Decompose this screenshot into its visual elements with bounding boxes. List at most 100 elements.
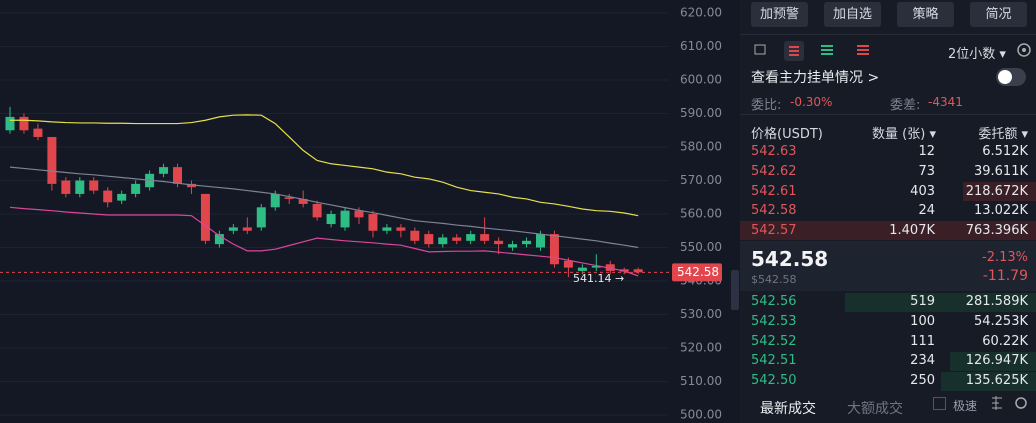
header-text: 数量 (张) <box>872 127 926 142</box>
last-price-tag <box>672 263 722 282</box>
price: 542.61 <box>751 183 797 199</box>
depth-bar <box>963 182 1036 201</box>
candle-body <box>61 180 71 194</box>
quantity: 73 <box>918 163 935 179</box>
candle-body <box>270 193 280 208</box>
candle-body <box>312 203 322 218</box>
ma-line <box>9 206 639 277</box>
quantity: 234 <box>910 353 935 369</box>
amount: 54.253K <box>973 313 1028 329</box>
candle-body <box>228 227 238 231</box>
candle-body <box>452 237 462 241</box>
header[interactable]: 数量 (张) ▾ <box>872 127 936 142</box>
order-panel: 加预警 加自选 策略 简况 2位小数 ▾ 查看主力挂单情况 > 委比: -0.3… <box>740 0 1036 423</box>
candle-body <box>131 183 141 194</box>
mid-usd: $542.58 <box>751 273 797 286</box>
y-tick-label: 570.00 <box>680 173 722 187</box>
tab[interactable]: 大额成交 <box>847 401 903 417</box>
amount: 126.947K <box>965 353 1028 369</box>
candle-body <box>382 227 392 231</box>
price: 542.52 <box>751 333 797 349</box>
price: 542.53 <box>751 313 797 329</box>
icon[interactable] <box>857 45 869 55</box>
amount: 218.672K <box>965 183 1028 199</box>
depth-link[interactable]: 查看主力挂单情况 > <box>751 70 880 86</box>
amount: 135.625K <box>965 373 1028 389</box>
candle-body <box>103 190 113 203</box>
depth-bar <box>950 352 1036 371</box>
depth-bar <box>740 221 1036 240</box>
mid-pct: -2.13% <box>982 250 1028 265</box>
candle-body <box>424 234 434 245</box>
candle-body <box>200 193 210 241</box>
price: 542.62 <box>751 163 797 179</box>
last-price-label: 542.58 <box>677 265 719 279</box>
divider[interactable] <box>731 270 739 310</box>
button[interactable]: 策略 <box>897 2 954 27</box>
view-icons <box>754 41 869 61</box>
settings-icon[interactable] <box>1016 42 1032 58</box>
checkbox[interactable] <box>933 397 946 410</box>
icon <box>789 46 799 56</box>
candle-body <box>186 183 196 188</box>
candle-body <box>159 167 169 174</box>
quantity: 250 <box>910 373 935 389</box>
candle-body <box>89 180 99 191</box>
candle-body <box>508 244 518 248</box>
candle-body <box>326 214 336 225</box>
decimals-text: 2位小数 <box>948 47 996 62</box>
amount: 281.589K <box>965 294 1028 309</box>
quantity: 111 <box>910 333 935 349</box>
candle-body <box>75 180 85 194</box>
tool-icons[interactable] <box>990 395 1030 411</box>
low-annotation: 541.14 → <box>573 272 624 285</box>
header: 价格(USDT) <box>751 127 823 142</box>
candle-body <box>354 210 364 218</box>
candle-body <box>577 267 587 271</box>
price: 542.56 <box>751 294 797 309</box>
header-text: 委托额 <box>978 127 1018 142</box>
candle-body <box>563 260 573 268</box>
candle-body <box>298 198 308 204</box>
y-tick-label: 550.00 <box>680 240 722 254</box>
diff-label: 委差: <box>890 98 921 113</box>
mid-price: 542.58 <box>751 247 829 271</box>
tab[interactable]: 最新成交 <box>760 401 816 417</box>
amount: 6.512K <box>982 144 1028 159</box>
ratio-label: 委比: <box>751 98 782 113</box>
toggle[interactable] <box>996 68 1026 86</box>
decimals[interactable]: 2位小数 ▾ <box>948 47 1006 62</box>
ma-line <box>10 114 639 217</box>
header[interactable]: 委托额 ▾ <box>978 127 1028 142</box>
candle-body <box>396 227 406 231</box>
quantity: 12 <box>918 144 935 159</box>
price: 542.50 <box>751 373 797 389</box>
candle-body <box>214 234 224 245</box>
icon[interactable] <box>821 45 833 55</box>
chart: 500.00510.00520.00530.00540.00550.00560.… <box>0 6 722 421</box>
amount: 13.022K <box>973 203 1028 219</box>
candle-body <box>591 265 601 268</box>
button[interactable]: 简况 <box>970 2 1027 27</box>
candle-body <box>117 193 127 201</box>
candle-body <box>466 234 476 241</box>
amount: 763.396K <box>965 223 1028 239</box>
candle-body <box>173 167 183 184</box>
mid-bg <box>740 241 1036 291</box>
ratio-value: -0.30% <box>790 95 833 109</box>
button[interactable]: 加预警 <box>751 2 808 27</box>
diff-value: -4341 <box>928 95 963 109</box>
y-tick-label: 610.00 <box>680 39 722 53</box>
mid-change: -11.79 <box>982 268 1028 284</box>
tab[interactable]: 极速 <box>953 399 978 413</box>
candle-body <box>605 264 615 271</box>
quantity: 519 <box>910 294 935 309</box>
icon[interactable] <box>754 44 766 55</box>
candle-body <box>5 116 15 131</box>
candle-body <box>340 210 350 228</box>
button[interactable]: 加自选 <box>824 2 881 27</box>
price: 542.51 <box>751 353 797 369</box>
y-tick-label: 580.00 <box>680 140 722 154</box>
candle-body <box>535 234 545 248</box>
